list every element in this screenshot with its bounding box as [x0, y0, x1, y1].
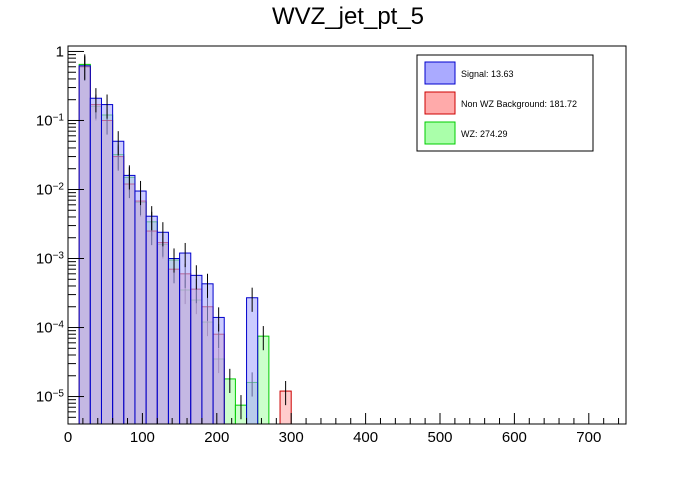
bar-signal — [134, 190, 147, 425]
x-tick-label: 700 — [576, 429, 601, 446]
y-tick-label: 10−2 — [36, 181, 65, 199]
bar-signal — [167, 258, 181, 425]
bar-signal — [179, 252, 192, 425]
legend-swatch-signal — [424, 61, 456, 85]
bar-signal — [89, 97, 102, 425]
legend-swatch-non-wz-background — [424, 91, 456, 115]
x-tick-label: 600 — [502, 429, 527, 446]
x-tick-label: 0 — [64, 429, 72, 446]
bar-signal — [190, 274, 203, 425]
legend-label-signal: Signal: 13.63 — [461, 69, 514, 79]
legend-label-wz: WZ: 274.29 — [461, 129, 508, 139]
bar-signal — [100, 104, 114, 425]
bar-signal — [246, 297, 259, 425]
legend-label-non-wz-background: Non WZ Background: 181.72 — [461, 99, 577, 109]
y-tick-label: 10−4 — [36, 319, 65, 337]
x-tick-label: 100 — [130, 429, 155, 446]
y-tick-label: 10−1 — [36, 112, 65, 130]
x-tick-label: 200 — [204, 429, 229, 446]
bar-signal — [212, 316, 225, 425]
chart-title: WVZ_jet_pt_5 — [272, 3, 424, 30]
x-tick-label: 300 — [279, 429, 304, 446]
plot-frame — [67, 45, 627, 425]
bar-signal — [201, 283, 214, 425]
bar-signal — [123, 174, 136, 425]
x-tick-label: 400 — [353, 429, 378, 446]
bar-signal — [156, 231, 169, 425]
bar-signal — [112, 140, 125, 425]
y-tick-label: 10−3 — [36, 250, 65, 268]
legend-swatch-wz — [424, 121, 456, 145]
plot-data — [78, 54, 292, 425]
x-tick-label: 500 — [427, 429, 452, 446]
legend: Signal: 13.63 Non WZ Background: 181.72 WZ… — [416, 54, 594, 152]
y-tick-label: 1 — [56, 43, 64, 60]
bar-signal — [78, 65, 91, 425]
bar-signal — [145, 215, 158, 425]
axes: 0 100 200 300 400 500 600 700 1 10−1 10−2 10−3 10−4 1… — [36, 43, 620, 446]
y-tick-label: 10−5 — [36, 388, 65, 406]
